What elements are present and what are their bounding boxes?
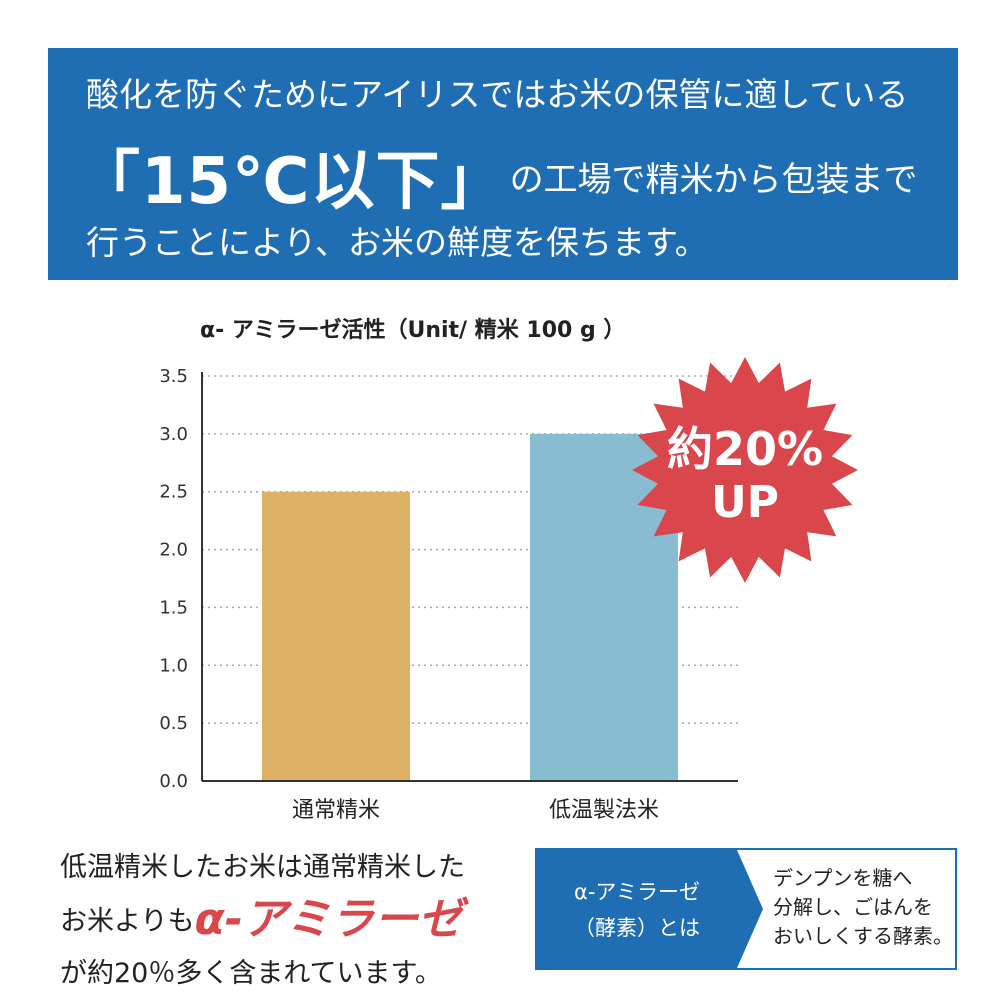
info-desc-line-2: 分解し、ごはんを [773, 895, 933, 919]
bottom-line-2: お米よりもα-アミラーゼ [60, 894, 465, 948]
starburst-polygon [632, 357, 858, 583]
y-tick-label: 1.0 [159, 655, 188, 676]
y-tick-label: 1.5 [159, 597, 188, 618]
header-banner: 酸化を防ぐためにアイリスではお米の保管に適している 「15℃以下」 の工場で精米か… [48, 48, 958, 280]
x-tick-label: 通常精米 [292, 798, 380, 823]
header-line-2: 「15℃以下」 の工場で精米から包装まで [76, 130, 918, 222]
y-tick-label: 0.0 [159, 771, 188, 792]
bottom-accent: α-アミラーゼ [194, 894, 463, 945]
header-line-3: 行うことにより、お米の鮮度を保ちます。 [86, 223, 708, 262]
x-tick-label: 低温製法米 [549, 798, 659, 823]
bottom-line-3: が約20％多く含まれています。 [60, 958, 442, 989]
info-desc-line-1: デンプンを糖へ [773, 866, 913, 890]
bottom-description: 低温精米したお米は通常精米した お米よりもα-アミラーゼ が約20％多く含まれて… [60, 842, 465, 1000]
info-arrow-shape [737, 850, 763, 968]
y-tick-label: 0.5 [159, 713, 188, 734]
chart-title: α- アミラーゼ活性（Unit/ 精米 100 g ） [200, 318, 626, 343]
header-line-2-rest: の工場で精米から包装まで [509, 159, 918, 200]
info-desc-line-3: おいしくする酵素。 [773, 924, 953, 948]
header-line-1: 酸化を防ぐためにアイリスではお米の保管に適している [86, 75, 909, 114]
bar [262, 491, 410, 781]
y-tick-label: 2.0 [159, 540, 188, 561]
info-box: α-アミラーゼ （酵素）とは デンプンを糖へ 分解し、ごはんを おいしくする酵素… [535, 848, 957, 970]
starburst-shape [632, 357, 858, 583]
badge-percent: 約20% [666, 422, 824, 476]
bottom-line-1: 低温精米したお米は通常精米した [60, 852, 465, 883]
bottom-line-2-prefix: お米よりも [60, 906, 195, 937]
info-label-line-1: α-アミラーゼ [574, 880, 700, 904]
y-tick-label: 3.5 [159, 366, 188, 387]
header-highlight: 「15℃以下」 [76, 145, 506, 219]
y-tick-label: 2.5 [159, 482, 188, 503]
info-description: デンプンを糖へ 分解し、ごはんを おいしくする酵素。 [773, 864, 953, 951]
info-label: α-アミラーゼ （酵素）とは [537, 850, 737, 968]
y-tick-label: 3.0 [159, 424, 188, 445]
badge-up: UP [711, 477, 779, 528]
increase-badge: 約20% UP [630, 355, 860, 585]
info-label-line-2: （酵素）とは [574, 916, 700, 940]
